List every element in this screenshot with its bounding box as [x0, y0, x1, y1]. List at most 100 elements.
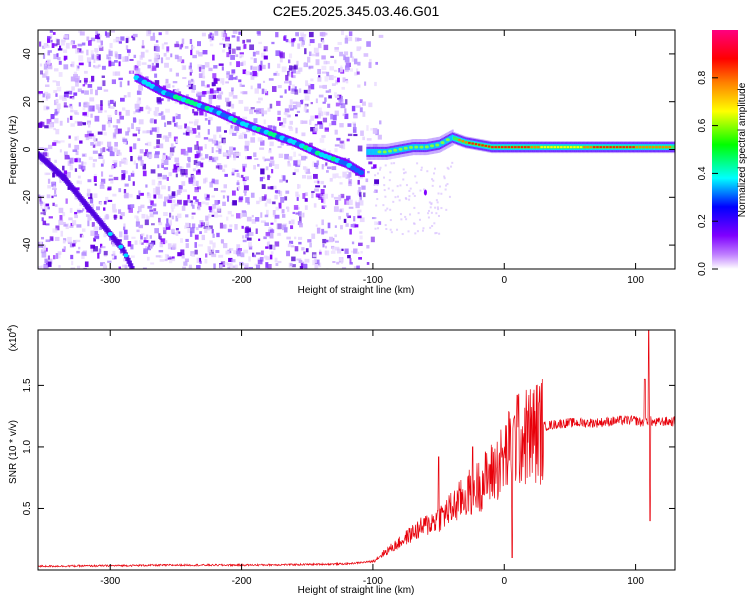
spectrogram-speckle [235, 152, 241, 157]
spectrogram-speckle [126, 49, 131, 53]
spectrogram-speckle [112, 257, 116, 260]
spectrogram-speckle [186, 84, 191, 88]
spectrogram-speckle [316, 227, 321, 234]
spectrogram-speckle [295, 32, 299, 37]
spectrogram-speckle [263, 46, 268, 52]
spectrogram-speckle [41, 251, 47, 258]
spectrogram-speckle [202, 90, 207, 95]
spectrogram-speckle [167, 199, 172, 204]
spectrogram-speckle [76, 224, 82, 228]
spectrogram-speckle [81, 252, 85, 259]
spectrogram-speckle [79, 180, 83, 185]
spectrogram-speckle [334, 47, 339, 50]
spectrogram-speckle [429, 226, 432, 229]
spectrogram-speckle [374, 216, 377, 219]
spectrogram-speckle [194, 242, 198, 248]
spectrogram-speckle [200, 65, 205, 70]
spectrogram-speckle [40, 206, 43, 209]
spectrogram-speckle [74, 214, 78, 219]
spectrogram-speckle [214, 30, 219, 36]
spectrogram-speckle [69, 90, 73, 95]
spectrogram-speckle [53, 268, 58, 269]
spectrogram-speckle [323, 185, 326, 188]
spectrogram-speckle [154, 107, 160, 112]
spectrogram-speckle [302, 193, 306, 199]
spectrogram-speckle [156, 145, 160, 149]
band-hot [606, 146, 609, 149]
spectrogram-speckle [91, 75, 95, 82]
spectrogram-speckle [180, 238, 184, 243]
spectrogram-speckle [112, 253, 116, 256]
spectrogram-speckle [232, 132, 237, 136]
spectrogram-speckle [277, 110, 281, 116]
spectrogram-speckle [194, 189, 198, 193]
spectrogram-speckle [275, 206, 279, 211]
spectrogram-speckle [69, 96, 75, 99]
spectrogram-xtick-label: 0 [501, 275, 507, 286]
spectrogram-speckle [109, 43, 113, 49]
spectrogram-speckle [40, 265, 46, 269]
spectrogram-speckle [97, 131, 103, 135]
spectrogram-speckle [54, 43, 58, 47]
spectrogram-speckle [98, 248, 101, 255]
spectrogram-speckle [132, 117, 137, 123]
band-peak [414, 145, 419, 149]
spectrogram-speckle [110, 30, 115, 33]
spectrogram-speckle [162, 155, 166, 159]
spectrogram-speckle [116, 119, 121, 124]
spectrogram-speckle [213, 78, 218, 84]
spectrogram-ytick-label: -20 [22, 190, 33, 205]
spectrogram-speckle [362, 101, 366, 106]
spectrogram-speckle [71, 86, 75, 91]
spectrogram-speckle [259, 147, 265, 150]
spectrogram-speckle [219, 145, 222, 149]
spectrogram-speckle [93, 237, 96, 242]
spectrogram-speckle [285, 39, 289, 43]
spectrogram-speckle [162, 174, 168, 180]
spectrogram-speckle [96, 36, 101, 43]
spectrogram-speckle [337, 41, 342, 45]
spectrogram-speckle [191, 80, 195, 85]
spectrogram-speckle [291, 264, 296, 268]
spectrogram-speckle [169, 195, 173, 200]
spectrogram-speckle [286, 250, 290, 257]
spectrogram-speckle [291, 38, 295, 43]
spectrogram-speckle [167, 186, 171, 192]
spectrogram-speckle [96, 206, 100, 211]
spectrogram-speckle [412, 222, 415, 225]
spectrogram-speckle [179, 44, 182, 50]
band-core [555, 145, 558, 149]
spectrogram-speckle [41, 194, 45, 199]
band-hot [622, 146, 625, 149]
spectrogram-speckle [91, 203, 95, 209]
spectrogram-speckle [47, 206, 50, 210]
spectrogram-speckle [78, 158, 82, 163]
spectrogram-speckle [238, 247, 243, 252]
spectrogram-speckle [374, 81, 377, 87]
spectrogram-speckle [39, 201, 43, 204]
band-core [456, 137, 459, 142]
spectrogram-speckle [82, 208, 85, 212]
band-hot [471, 142, 474, 145]
spectrogram-speckle [162, 136, 166, 140]
spectrogram-speckle [163, 160, 169, 166]
spectrogram-speckle [197, 146, 203, 151]
spectrogram-speckle [91, 53, 95, 60]
spectrogram-speckle [261, 52, 266, 58]
spectrogram-speckle [196, 257, 200, 264]
spectrogram-speckle [82, 154, 85, 157]
spectrogram-speckle [328, 89, 332, 93]
spectrogram-speckle [130, 70, 133, 74]
spectrogram-speckle [359, 107, 363, 113]
band-hot [642, 146, 645, 149]
spectrogram-speckle [170, 143, 174, 148]
spectrogram-speckle [107, 187, 111, 191]
band-mid [407, 145, 410, 152]
spectrogram-speckle [212, 204, 217, 209]
spectrogram-speckle [86, 120, 91, 125]
spectrogram-speckle [339, 145, 344, 149]
spectrogram-speckle [197, 169, 201, 173]
spectrogram-speckle [39, 121, 45, 127]
spectrogram-speckle [201, 201, 206, 205]
